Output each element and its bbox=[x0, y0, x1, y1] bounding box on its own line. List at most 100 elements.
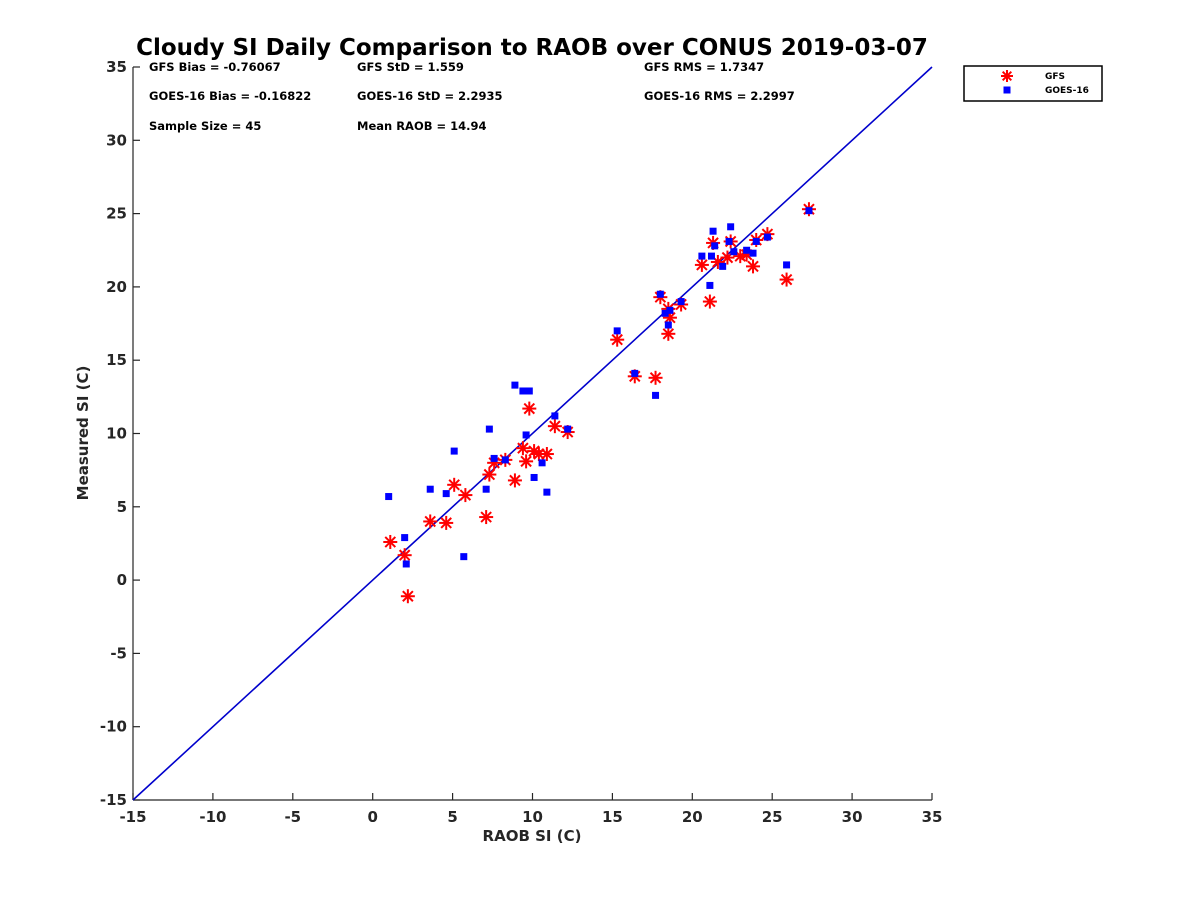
goes16-point bbox=[783, 261, 791, 269]
series-gfs bbox=[383, 202, 816, 604]
goes16-point bbox=[490, 454, 498, 462]
chart-title: Cloudy SI Daily Comparison to RAOB over … bbox=[136, 35, 928, 61]
y-tick-label: 25 bbox=[106, 205, 127, 223]
stat-text: GFS StD = 1.559 bbox=[357, 60, 464, 74]
gfs-point bbox=[648, 370, 663, 385]
legend-gfs-marker bbox=[1001, 70, 1013, 82]
y-tick-label: -10 bbox=[100, 718, 127, 736]
goes16-point bbox=[401, 534, 409, 542]
goes16-point bbox=[749, 249, 757, 257]
goes16-point bbox=[538, 459, 546, 467]
gfs-point bbox=[479, 510, 494, 525]
goes16-point bbox=[551, 412, 559, 420]
x-tick-label: 5 bbox=[447, 808, 457, 826]
goes16-point bbox=[752, 237, 760, 245]
x-tick-label: -15 bbox=[119, 808, 146, 826]
goes16-point bbox=[730, 248, 738, 256]
goes16-point bbox=[530, 473, 538, 481]
goes16-point bbox=[485, 425, 493, 433]
y-tick-label: 0 bbox=[117, 571, 127, 589]
x-axis-label: RAOB SI (C) bbox=[483, 827, 582, 845]
goes16-point bbox=[543, 488, 551, 496]
gfs-point bbox=[702, 294, 717, 309]
goes16-point bbox=[664, 321, 672, 329]
goes16-point bbox=[522, 431, 530, 439]
goes16-point bbox=[402, 560, 410, 568]
x-tick-label: 0 bbox=[367, 808, 377, 826]
goes16-point bbox=[426, 485, 434, 493]
one-to-one-line bbox=[132, 66, 933, 801]
gfs-point bbox=[482, 467, 497, 482]
gfs-point bbox=[423, 514, 438, 529]
y-tick-label: 10 bbox=[106, 425, 127, 443]
gfs-point bbox=[400, 589, 415, 604]
y-tick-label: 5 bbox=[117, 498, 127, 516]
gfs-point bbox=[779, 272, 794, 287]
gfs-point bbox=[610, 332, 625, 347]
gfs-point bbox=[515, 441, 530, 456]
goes16-point bbox=[725, 237, 733, 245]
x-tick-label: -5 bbox=[284, 808, 301, 826]
legend-box bbox=[963, 65, 1103, 102]
legend-label: GOES-16 bbox=[1045, 86, 1089, 96]
stat-text: GOES-16 StD = 2.2935 bbox=[357, 89, 502, 103]
stat-text: Sample Size = 45 bbox=[149, 119, 261, 133]
gfs-point bbox=[383, 534, 398, 549]
y-tick-label: 15 bbox=[106, 351, 127, 369]
x-tick-label: 35 bbox=[922, 808, 943, 826]
gfs-point bbox=[547, 419, 562, 434]
gfs-point bbox=[507, 473, 522, 488]
legend: GFS GOES-16 bbox=[963, 65, 1103, 102]
goes16-point bbox=[450, 447, 458, 455]
stat-text: GFS RMS = 1.7347 bbox=[644, 60, 764, 74]
goes16-point bbox=[698, 252, 706, 260]
stat-text: Mean RAOB = 14.94 bbox=[357, 119, 487, 133]
x-tick-label: 15 bbox=[602, 808, 623, 826]
goes16-point bbox=[564, 425, 572, 433]
x-tick-label: 10 bbox=[522, 808, 543, 826]
goes16-point bbox=[719, 262, 727, 270]
goes16-point bbox=[677, 298, 685, 306]
data-points bbox=[383, 202, 816, 604]
gfs-point bbox=[746, 259, 761, 274]
series-goes-16 bbox=[385, 207, 813, 568]
goes16-point bbox=[482, 485, 490, 493]
goes16-point bbox=[666, 306, 674, 314]
y-tick-label: 35 bbox=[106, 58, 127, 76]
y-tick-label: -15 bbox=[100, 791, 127, 809]
x-tick-label: 25 bbox=[762, 808, 783, 826]
goes16-point bbox=[501, 456, 509, 464]
gfs-point bbox=[458, 488, 473, 503]
x-tick-label: -10 bbox=[199, 808, 226, 826]
gfs-point bbox=[661, 326, 676, 341]
gfs-point bbox=[720, 250, 735, 265]
goes16-point bbox=[709, 227, 717, 235]
goes16-point bbox=[525, 387, 533, 395]
goes16-point bbox=[706, 281, 714, 289]
legend-label: GFS bbox=[1045, 72, 1065, 82]
gfs-point bbox=[519, 454, 534, 469]
goes16-point bbox=[661, 309, 669, 317]
goes16-point bbox=[631, 369, 639, 377]
y-tick-label: 20 bbox=[106, 278, 127, 296]
reference-line-group bbox=[132, 66, 933, 801]
stat-text: GOES-16 RMS = 2.2997 bbox=[644, 89, 795, 103]
goes16-point bbox=[442, 490, 450, 498]
x-tick-label: 20 bbox=[682, 808, 703, 826]
stat-text: GOES-16 Bias = -0.16822 bbox=[149, 89, 311, 103]
legend-goes16-marker bbox=[1003, 86, 1011, 94]
goes16-point bbox=[519, 387, 527, 395]
y-tick-label: -5 bbox=[110, 644, 127, 662]
goes16-point bbox=[613, 327, 621, 335]
gfs-point bbox=[447, 477, 462, 492]
gfs-point bbox=[539, 447, 554, 462]
goes16-point bbox=[652, 391, 660, 399]
goes16-point bbox=[511, 381, 519, 389]
y-tick-label: 30 bbox=[106, 131, 127, 149]
gfs-point bbox=[694, 257, 709, 272]
goes16-point bbox=[805, 207, 813, 215]
y-axis-label: Measured SI (C) bbox=[74, 366, 92, 501]
goes16-point bbox=[763, 233, 771, 241]
goes16-point bbox=[711, 242, 719, 250]
